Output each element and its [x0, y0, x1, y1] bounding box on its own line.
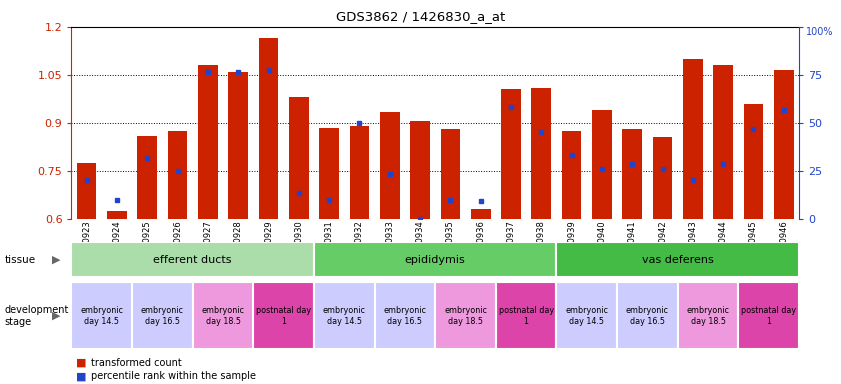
Bar [738, 282, 799, 349]
Text: 100%: 100% [807, 27, 833, 37]
Bar [71, 282, 132, 349]
Bar [471, 209, 490, 219]
Bar [107, 211, 127, 219]
Bar [592, 110, 611, 219]
Bar [198, 65, 218, 219]
Text: embryonic
day 16.5: embryonic day 16.5 [626, 306, 669, 326]
Bar [77, 163, 97, 219]
Text: transformed count: transformed count [91, 358, 182, 368]
Text: ■: ■ [76, 371, 86, 381]
Bar [562, 131, 581, 219]
Text: postnatal day
1: postnatal day 1 [741, 306, 796, 326]
Bar [496, 282, 557, 349]
Text: efferent ducts: efferent ducts [153, 255, 232, 265]
Text: tissue: tissue [4, 255, 35, 265]
Bar [622, 129, 642, 219]
Bar [380, 112, 399, 219]
Text: ▶: ▶ [52, 255, 61, 265]
Text: embryonic
day 16.5: embryonic day 16.5 [141, 306, 184, 326]
Text: embryonic
day 14.5: embryonic day 14.5 [80, 306, 124, 326]
Text: embryonic
day 18.5: embryonic day 18.5 [686, 306, 729, 326]
Bar [436, 282, 496, 349]
Text: embryonic
day 14.5: embryonic day 14.5 [323, 306, 366, 326]
Bar [501, 89, 521, 219]
Bar [713, 65, 733, 219]
Bar [410, 121, 430, 219]
Bar [289, 97, 309, 219]
Text: embryonic
day 18.5: embryonic day 18.5 [444, 306, 487, 326]
Bar [617, 282, 678, 349]
Text: embryonic
day 18.5: embryonic day 18.5 [202, 306, 245, 326]
Text: GDS3862 / 1426830_a_at: GDS3862 / 1426830_a_at [336, 10, 505, 23]
Bar [557, 242, 799, 277]
Bar [314, 282, 374, 349]
Text: ■: ■ [76, 358, 86, 368]
Bar [253, 282, 314, 349]
Bar [167, 131, 188, 219]
Bar [350, 126, 369, 219]
Bar [678, 282, 738, 349]
Text: embryonic
day 16.5: embryonic day 16.5 [383, 306, 426, 326]
Text: epididymis: epididymis [405, 255, 466, 265]
Bar [259, 38, 278, 219]
Bar [193, 282, 253, 349]
Bar [557, 282, 617, 349]
Bar [229, 72, 248, 219]
Bar [683, 59, 703, 219]
Bar [743, 104, 764, 219]
Text: development
stage: development stage [4, 305, 69, 327]
Bar [653, 137, 673, 219]
Text: percentile rank within the sample: percentile rank within the sample [91, 371, 256, 381]
Bar [532, 88, 551, 219]
Bar [320, 127, 339, 219]
Text: postnatal day
1: postnatal day 1 [499, 306, 553, 326]
Bar [374, 282, 435, 349]
Bar [441, 129, 460, 219]
Bar [132, 282, 193, 349]
Bar [137, 136, 157, 219]
Text: vas deferens: vas deferens [642, 255, 713, 265]
Text: ▶: ▶ [52, 311, 61, 321]
Text: postnatal day
1: postnatal day 1 [257, 306, 311, 326]
Text: embryonic
day 14.5: embryonic day 14.5 [565, 306, 608, 326]
Bar [314, 242, 557, 277]
Bar [774, 70, 794, 219]
Bar [71, 242, 314, 277]
